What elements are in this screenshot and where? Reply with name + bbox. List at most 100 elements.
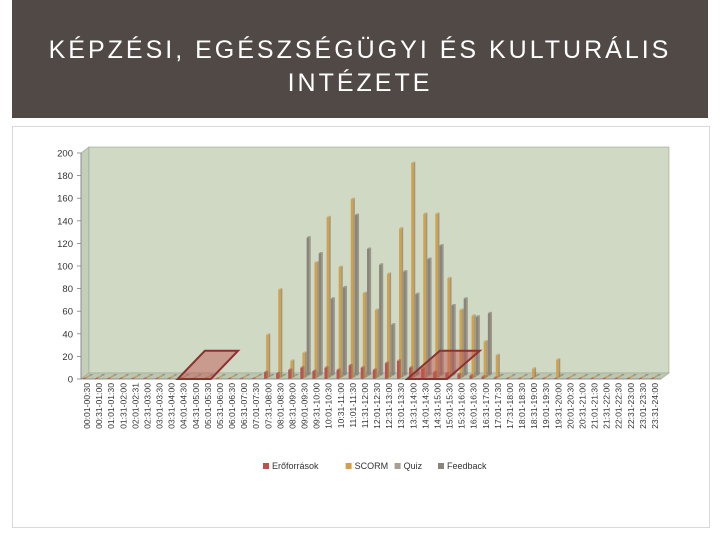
bar [276, 371, 281, 379]
bar-top [632, 374, 637, 376]
bar-front [435, 213, 438, 378]
bar [197, 374, 202, 376]
bar-side [486, 340, 488, 378]
bar [161, 374, 166, 376]
bar-top [519, 376, 525, 378]
bar-top [435, 212, 440, 214]
y-tick-label: 200 [57, 149, 73, 160]
bar-top [256, 375, 261, 377]
bar-top [544, 376, 549, 378]
bar-front [531, 368, 535, 378]
bar-top [421, 367, 426, 369]
bar-top [409, 366, 414, 368]
bar [314, 261, 319, 378]
bar-front [266, 334, 269, 378]
bar-top [348, 363, 353, 366]
bar-top [411, 161, 416, 164]
bar-front [403, 271, 406, 376]
bar-side [309, 236, 311, 376]
bar-top [84, 376, 90, 378]
bar [360, 366, 365, 379]
bar-top [290, 359, 295, 361]
bar-top [584, 374, 589, 376]
bar-top [171, 375, 176, 377]
bar-front [457, 374, 460, 379]
bar-front [386, 273, 390, 378]
bar [264, 370, 269, 379]
bar-side [317, 261, 319, 378]
bar-front [374, 310, 378, 378]
bar-side [266, 370, 269, 379]
bar [266, 333, 271, 378]
bar [288, 368, 293, 379]
bar-top [209, 374, 215, 376]
bar [616, 376, 621, 378]
x-tick-label: 14:01-14:30 [420, 383, 430, 429]
bar [572, 374, 577, 376]
bar-top [457, 372, 462, 375]
y-tick-label: 100 [57, 262, 73, 273]
y-tick-label: 80 [62, 284, 73, 295]
x-tick-label: 02:01-02:31 [130, 383, 140, 429]
bar-top [399, 227, 404, 229]
x-tick-label: 20:31-21:00 [577, 383, 587, 429]
bar-front [312, 371, 315, 379]
bar-side [423, 367, 426, 379]
bar-top [350, 197, 355, 200]
bar-top [123, 375, 128, 377]
bar-front [447, 278, 451, 378]
bar-top [99, 375, 104, 377]
bar [336, 368, 341, 379]
bar [229, 376, 235, 378]
bar-top [451, 303, 456, 306]
bar-top [217, 376, 222, 378]
bar [306, 236, 311, 376]
bar-top [572, 374, 577, 376]
x-tick-label: 12:01-12:30 [372, 383, 382, 429]
side-wall [80, 146, 90, 380]
bar-side [466, 297, 468, 376]
x-tick-label: 18:01-18:30 [517, 383, 527, 429]
bar-top [135, 375, 140, 377]
bar-front [396, 360, 400, 379]
bar-top [258, 374, 263, 376]
x-tick-label: 09:31-10:00 [312, 383, 322, 429]
bar-top [439, 244, 444, 246]
bar [594, 375, 599, 377]
bar-side [399, 359, 402, 379]
bar [435, 212, 440, 378]
bar-top [580, 376, 585, 378]
x-tick-label: 08:01-08:30 [275, 383, 285, 429]
bar-top [509, 375, 515, 377]
bar-top [620, 374, 625, 376]
x-tick-label: 05:31-06:00 [215, 383, 225, 429]
bar-top [606, 375, 611, 377]
bar-side [417, 292, 420, 376]
y-tick-label: 160 [57, 194, 73, 205]
bar [657, 374, 662, 376]
bar-side [377, 308, 380, 378]
bar-front [399, 228, 402, 378]
x-tick-label: 21:01-21:30 [590, 383, 600, 429]
bar [427, 257, 432, 376]
bar-side [393, 323, 396, 376]
bar [483, 340, 488, 378]
bar-front [421, 368, 424, 379]
bar [101, 374, 106, 376]
bar [512, 374, 517, 376]
bar-front [338, 267, 342, 378]
legend-label: Quiz [404, 461, 423, 471]
bar-top [604, 376, 609, 378]
bar [584, 374, 589, 376]
bar-top [193, 376, 198, 378]
bar-top [205, 376, 210, 378]
bar-top [306, 236, 311, 238]
bar-front [379, 264, 382, 376]
bar [133, 376, 138, 378]
bar-side [496, 376, 498, 379]
bar-front [330, 298, 334, 376]
bar [546, 375, 551, 377]
bar-top [229, 376, 235, 378]
bar-top [391, 323, 396, 325]
bar-top [254, 376, 259, 378]
